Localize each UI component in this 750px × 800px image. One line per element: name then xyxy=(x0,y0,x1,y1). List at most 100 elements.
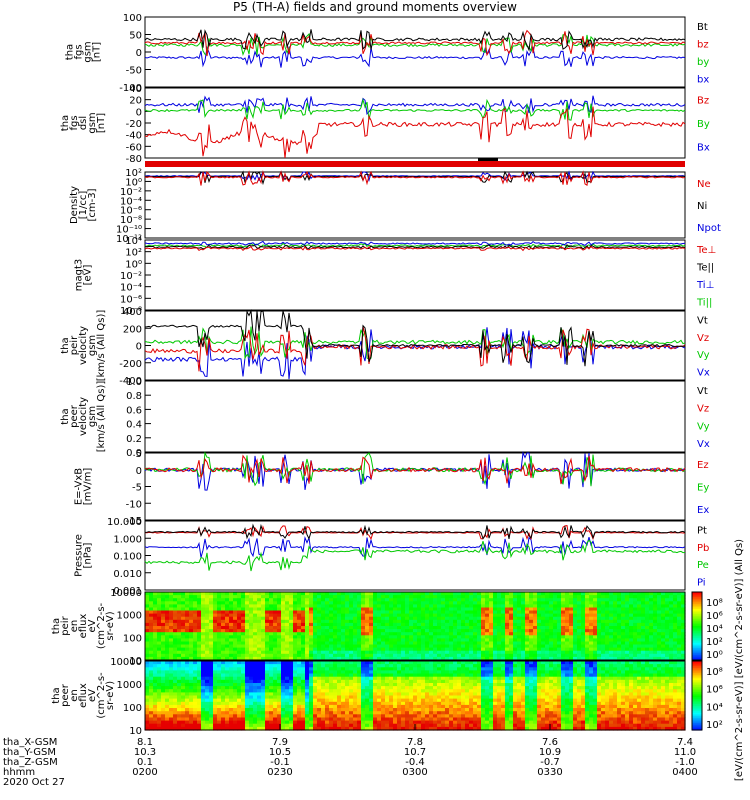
spectrogram-cell xyxy=(385,679,390,684)
spectrogram-cell xyxy=(397,619,402,624)
spectrogram-cell xyxy=(445,683,450,687)
spectrogram-cell xyxy=(429,626,434,630)
legend-temperature-Te⊥: Te⊥ xyxy=(696,245,716,256)
spectrogram-cell xyxy=(237,622,242,627)
spectrogram-cell xyxy=(277,714,282,718)
spectrogram-cell xyxy=(245,613,250,618)
spectrogram-cell xyxy=(681,619,686,624)
spectrogram-cell xyxy=(221,619,226,624)
spectrogram-cell xyxy=(389,698,394,703)
spectrogram-cell xyxy=(213,676,218,681)
spectrogram-cell xyxy=(213,629,218,633)
spectrogram-cell xyxy=(197,661,202,665)
spectrogram-cell xyxy=(169,692,174,697)
spectrogram-cell xyxy=(609,644,614,649)
spectrogram-cell xyxy=(337,644,342,649)
spectrogram-cell xyxy=(601,604,606,609)
spectrogram-cell xyxy=(545,601,550,605)
spectrogram-cell xyxy=(317,601,322,605)
spectrogram-cell xyxy=(629,595,634,599)
spectrogram-cell xyxy=(621,613,626,618)
spectrogram-cell xyxy=(361,723,366,728)
spectrogram-cell xyxy=(185,661,190,665)
spectrogram-cell xyxy=(273,644,278,649)
spectrogram-cell xyxy=(341,676,346,681)
spectrogram-cell xyxy=(437,720,442,725)
spectrogram-cell xyxy=(365,689,370,693)
spectrogram-cell xyxy=(277,723,282,728)
spectrogram-cell xyxy=(369,695,374,700)
spectrogram-cell xyxy=(405,604,410,609)
spectrogram-cell xyxy=(269,714,274,718)
spectrogram-cell xyxy=(345,726,350,731)
spectrogram-cell xyxy=(221,598,226,602)
spectrogram-cell xyxy=(413,717,418,722)
spectrogram-cell xyxy=(297,689,302,693)
spectrogram-cell xyxy=(445,664,450,668)
spectrogram-cell xyxy=(325,686,330,690)
spectrogram-cell xyxy=(361,613,366,618)
spectrogram-cell xyxy=(397,632,402,636)
spectrogram-cell xyxy=(405,622,410,627)
spectrogram-cell xyxy=(361,641,366,646)
spectrogram-cell xyxy=(221,635,226,639)
spectrogram-cell xyxy=(341,656,346,661)
y-tick-label-efield: 0 xyxy=(136,466,142,477)
spectrogram-cell xyxy=(177,673,182,678)
spectrogram-cell xyxy=(345,723,350,728)
spectrogram-cell xyxy=(497,629,502,633)
spectrogram-cell xyxy=(309,667,314,671)
spectrogram-cell xyxy=(269,695,274,700)
spectrogram-cell xyxy=(261,708,266,712)
spectrogram-cell xyxy=(681,635,686,639)
spectrogram-cell xyxy=(153,604,158,609)
spectrogram-cell xyxy=(205,635,210,639)
spectrogram-cell xyxy=(277,644,282,649)
spectrogram-cell xyxy=(145,632,150,636)
spectrogram-cell xyxy=(149,704,154,709)
spectrogram-cell xyxy=(673,616,678,621)
spectrogram-cell xyxy=(369,610,374,615)
spectrogram-cell xyxy=(565,601,570,605)
spectrogram-cell xyxy=(349,664,354,668)
spectrogram-cell xyxy=(213,607,218,612)
spectrogram-cell xyxy=(161,638,166,643)
spectrogram-cell xyxy=(193,683,198,687)
spectrogram-cell xyxy=(221,704,226,709)
spectrogram-cell xyxy=(173,667,178,671)
spectrogram-cell xyxy=(673,650,678,655)
spectrogram-cell xyxy=(357,726,362,731)
spectrogram-cell xyxy=(181,695,186,700)
spectrogram-cell xyxy=(185,686,190,690)
spectrogram-cell xyxy=(245,667,250,671)
spectrogram-cell xyxy=(233,641,238,646)
spectrogram-cell xyxy=(661,604,666,609)
spectrogram-cell xyxy=(541,647,546,652)
spectrogram-cell xyxy=(449,632,454,636)
spectrogram-cell xyxy=(453,704,458,709)
spectrogram-cell xyxy=(169,632,174,636)
spectrogram-cell xyxy=(297,604,302,609)
spectrogram-cell xyxy=(505,638,510,643)
spectrogram-cell xyxy=(441,656,446,661)
spectrogram-cell xyxy=(609,632,614,636)
spectrogram-cell xyxy=(493,650,498,655)
spectrogram-cell xyxy=(505,613,510,618)
spectrogram-cell xyxy=(193,650,198,655)
spectrogram-cell xyxy=(301,670,306,675)
spectrogram-cell xyxy=(385,619,390,624)
spectrogram-cell xyxy=(149,698,154,703)
spectrogram-cell xyxy=(393,629,398,633)
spectrogram-cell xyxy=(465,656,470,661)
spectrogram-cell xyxy=(645,598,650,602)
spectrogram-cell xyxy=(229,701,234,706)
spectrogram-cell xyxy=(597,592,602,596)
spectrogram-cell xyxy=(553,607,558,612)
spectrogram-cell xyxy=(393,644,398,649)
spectrogram-cell xyxy=(217,714,222,718)
spectrogram-cell xyxy=(577,598,582,602)
spectrogram-cell xyxy=(557,604,562,609)
spectrogram-cell xyxy=(381,670,386,675)
spectrogram-cell xyxy=(161,622,166,627)
spectrogram-cell xyxy=(561,632,566,636)
